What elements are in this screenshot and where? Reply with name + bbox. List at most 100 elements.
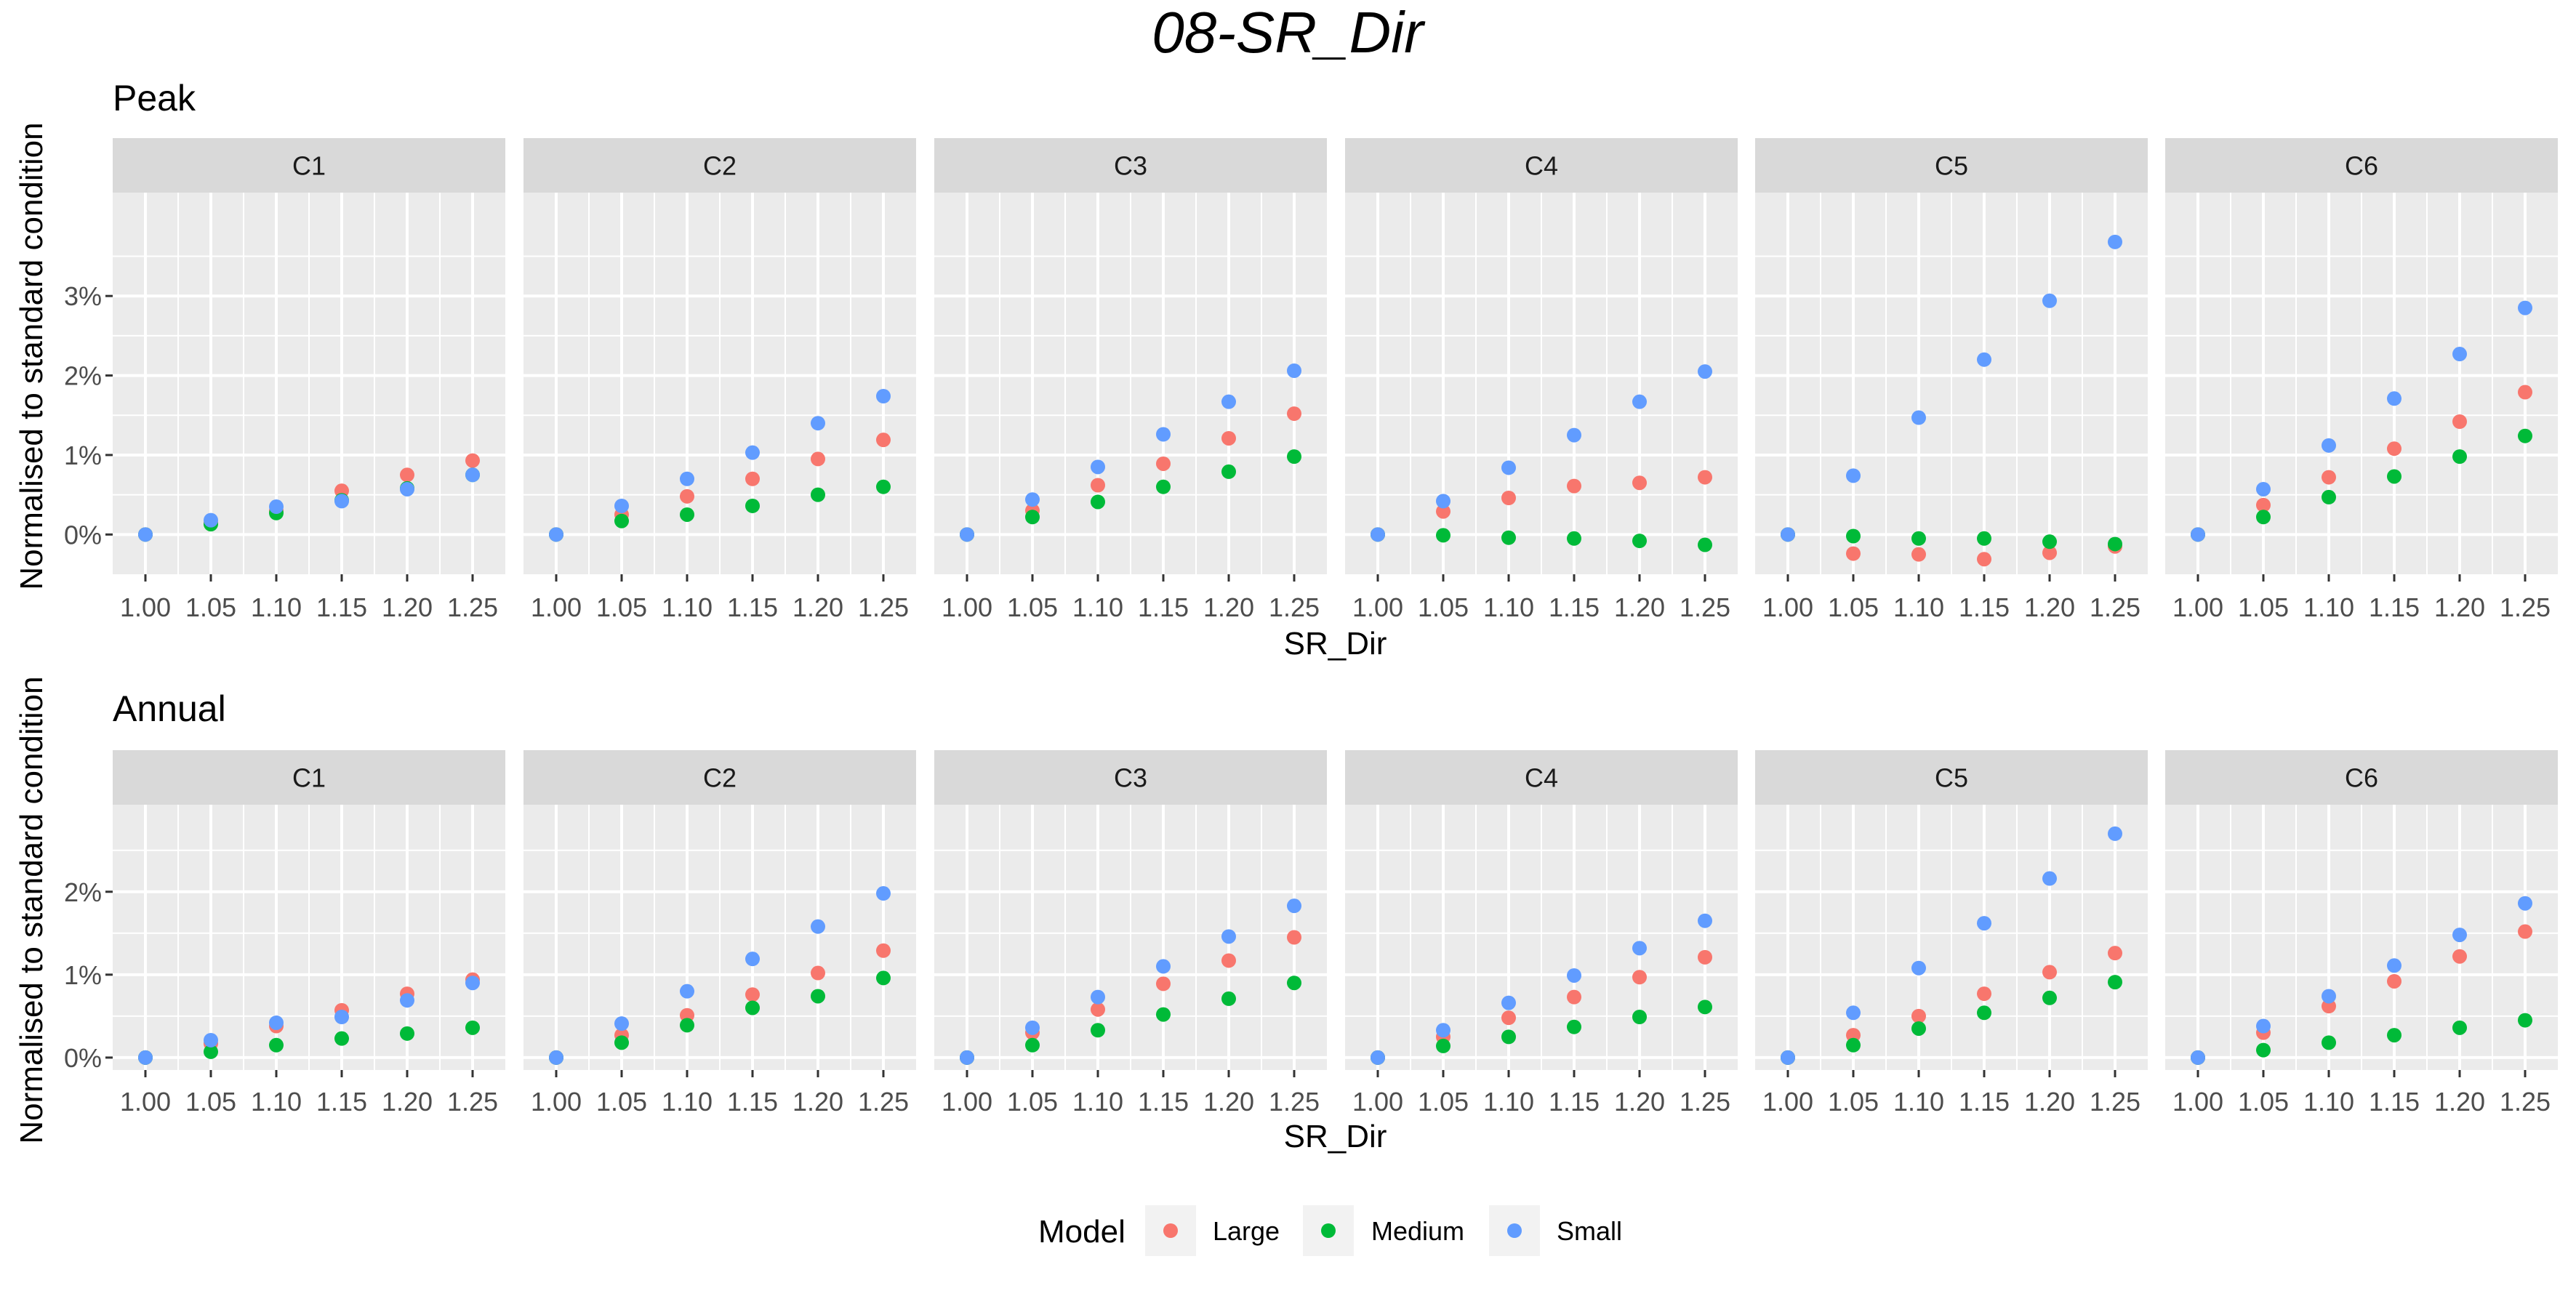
x-tick-label: 1.10	[1072, 592, 1123, 622]
point-medium	[1025, 510, 1040, 525]
facet-strip	[934, 750, 1327, 805]
facet-strip	[523, 750, 916, 805]
point-small	[1911, 960, 1926, 976]
x-tick-label: 1.20	[1203, 592, 1254, 622]
x-tick-label: 1.00	[942, 592, 992, 622]
point-medium	[269, 1037, 284, 1053]
x-tick-label: 1.25	[2090, 592, 2140, 622]
facet-strip	[934, 138, 1327, 193]
point-small	[1156, 427, 1171, 442]
point-large	[680, 1008, 694, 1023]
point-small	[2322, 989, 2336, 1004]
x-tick-label: 1.20	[1614, 592, 1665, 622]
x-tick-label: 1.15	[2369, 592, 2420, 622]
point-medium	[400, 1026, 414, 1041]
point-medium	[1567, 1019, 1581, 1034]
point-medium	[811, 989, 825, 1004]
point-medium	[1091, 1023, 1105, 1038]
point-small	[1501, 460, 1516, 475]
x-tick-label: 1.05	[1418, 1087, 1469, 1117]
point-medium	[1846, 1037, 1861, 1053]
point-large	[400, 467, 414, 483]
point-small	[811, 919, 825, 934]
point-large	[811, 451, 825, 467]
point-small	[960, 527, 974, 542]
point-medium	[680, 1018, 694, 1033]
facet-strip	[1755, 138, 2148, 193]
point-medium	[2452, 1020, 2467, 1035]
facet-strip-label: C6	[2345, 151, 2378, 181]
point-small	[2191, 1050, 2205, 1065]
point-large	[1221, 953, 1236, 968]
y-tick-label: 0%	[64, 1043, 102, 1073]
x-tick-label: 1.10	[1072, 1087, 1123, 1117]
x-tick-label: 1.00	[120, 1087, 171, 1117]
point-medium	[1911, 531, 1926, 546]
point-small	[2387, 391, 2402, 406]
point-large	[876, 943, 891, 958]
facet-strip	[523, 138, 916, 193]
point-medium	[2042, 534, 2057, 550]
point-small	[1846, 468, 1861, 483]
point-small	[960, 1050, 974, 1065]
x-tick-label: 1.20	[382, 1087, 433, 1117]
facet-strip-label: C5	[1935, 763, 1968, 793]
point-small	[1781, 527, 1795, 542]
point-small	[1977, 352, 1991, 367]
point-small	[138, 527, 153, 542]
x-tick-label: 1.25	[1269, 1087, 1320, 1117]
point-large	[1632, 970, 1647, 985]
point-medium	[1091, 494, 1105, 510]
facet-strip	[113, 138, 505, 193]
panel-title-peak: Peak	[113, 78, 196, 118]
point-small	[2518, 896, 2532, 911]
point-medium	[1221, 991, 1236, 1006]
x-tick-label: 1.10	[1893, 592, 1944, 622]
x-tick-label: 1.00	[120, 592, 171, 622]
point-small	[1698, 913, 1712, 928]
point-small	[1781, 1050, 1795, 1065]
point-small	[1025, 492, 1040, 507]
point-small	[549, 1050, 563, 1065]
x-tick-label: 1.25	[2500, 592, 2551, 622]
point-large	[1911, 547, 1926, 562]
point-small	[1846, 1005, 1861, 1021]
point-small	[1632, 941, 1647, 956]
point-small	[1567, 968, 1581, 983]
x-tick-label: 1.15	[2369, 1087, 2420, 1117]
point-small	[745, 952, 760, 967]
point-large	[1567, 478, 1581, 494]
x-tick-label: 1.05	[1828, 1087, 1879, 1117]
point-medium	[1846, 528, 1861, 544]
point-medium	[2387, 469, 2402, 484]
point-small	[680, 471, 694, 486]
y-tick-label: 1%	[64, 960, 102, 990]
point-medium	[745, 1000, 760, 1015]
point-large	[2452, 949, 2467, 964]
point-large	[1567, 989, 1581, 1005]
facet-strip-label: C1	[292, 151, 326, 181]
x-tick-label: 1.10	[662, 1087, 713, 1117]
x-tick-label: 1.05	[185, 592, 236, 622]
point-small	[2518, 300, 2532, 315]
point-medium	[680, 507, 694, 522]
legend-title: Model	[1038, 1214, 1126, 1250]
point-small	[549, 527, 563, 542]
facet-strip-label: C5	[1935, 151, 1968, 181]
point-medium	[2518, 1013, 2532, 1028]
x-tick-label: 1.00	[1352, 1087, 1403, 1117]
point-large	[1156, 456, 1171, 471]
point-medium	[1221, 464, 1236, 479]
x-tick-label: 1.05	[596, 1087, 647, 1117]
point-large	[1287, 406, 1301, 422]
point-small	[1436, 494, 1450, 509]
point-large	[2322, 999, 2336, 1014]
point-small	[2256, 1018, 2271, 1034]
point-large	[1156, 976, 1171, 992]
x-tick-label: 1.25	[2090, 1087, 2140, 1117]
x-tick-label: 1.05	[185, 1087, 236, 1117]
x-tick-label: 1.25	[2500, 1087, 2551, 1117]
facet-strip-label: C2	[703, 763, 737, 793]
point-medium	[745, 498, 760, 513]
point-medium	[2108, 536, 2122, 552]
